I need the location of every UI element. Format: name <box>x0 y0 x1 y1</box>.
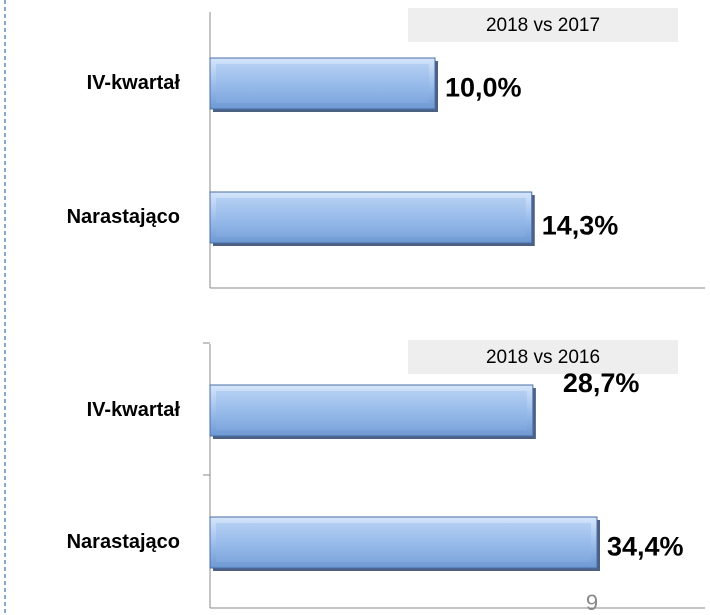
bar-bevel <box>216 198 526 237</box>
category-label: Narastająco <box>67 531 180 553</box>
value-label: 34,4% <box>607 532 684 562</box>
value-label: 14,3% <box>542 211 619 241</box>
category-label: IV-kwartał <box>87 399 181 421</box>
subtitle: 2018 vs 2016 <box>486 347 600 368</box>
subtitle: 2018 vs 2017 <box>486 15 600 36</box>
bar-bevel <box>216 64 429 103</box>
category-label: Narastająco <box>67 206 180 228</box>
bar <box>209 57 436 110</box>
subtitle-box <box>408 340 678 374</box>
value-label: 10,0% <box>445 73 522 103</box>
page-number: 9 <box>586 590 598 615</box>
bar-bevel <box>216 523 591 562</box>
bar <box>209 516 598 569</box>
bar <box>209 384 534 437</box>
value-label: 28,7% <box>563 368 640 398</box>
subtitle-box <box>408 8 678 42</box>
bar <box>209 191 533 244</box>
bar-bevel <box>216 391 527 430</box>
category-label: IV-kwartał <box>87 72 181 94</box>
